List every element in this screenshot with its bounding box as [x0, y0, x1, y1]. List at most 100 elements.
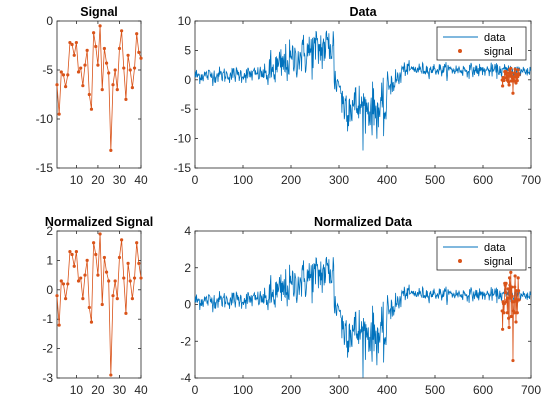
- signal-point: [107, 71, 111, 75]
- x-tick-label: 500: [425, 173, 445, 187]
- data-series-line: [194, 256, 531, 378]
- signal-point: [89, 107, 94, 111]
- x-tick-label: 100: [233, 383, 253, 397]
- y-tick-label: 1: [46, 253, 53, 267]
- signal-overlay-point: [509, 270, 513, 274]
- normalized-data-ticks: 0 100 200 300 400 500 600 700 -4 -2 0 2 4: [180, 224, 541, 397]
- signal-point: [64, 85, 68, 89]
- signal-overlay-point: [509, 66, 513, 70]
- x-tick-label: 200: [281, 383, 301, 397]
- y-tick-label: -2: [42, 342, 53, 356]
- x-tick-label: 30: [113, 383, 127, 397]
- signal-overlay-point: [507, 276, 512, 280]
- signal-point: [61, 73, 66, 77]
- signal-overlay-point: [516, 289, 521, 293]
- signal-point: [96, 63, 100, 67]
- signal-overlay-point: [511, 91, 515, 95]
- normalized-signal-series: [55, 232, 143, 377]
- x-tick-label: 200: [281, 173, 301, 187]
- signal-overlay-point: [504, 72, 508, 76]
- signal-point: [117, 255, 122, 260]
- y-tick-label: -2: [180, 334, 191, 348]
- signal-ticks: 10 20 30 40 -15 -10 -5 0: [36, 14, 148, 187]
- signal-overlay-point: [507, 80, 511, 84]
- normalized-data-legend-label-signal: signal: [484, 256, 513, 268]
- x-tick-label: 400: [377, 383, 397, 397]
- signal-point: [70, 42, 74, 47]
- x-tick-label: 600: [473, 383, 493, 397]
- signal-point: [139, 56, 143, 60]
- signal-overlay-point: [504, 281, 508, 285]
- signal-point: [135, 32, 139, 36]
- normalized-signal-subplot: Normalized Signal 10 20 30 40 -3 -2 -1 0 1 2: [42, 215, 153, 397]
- signal-overlay-point: [510, 285, 514, 289]
- signal-overlay-point: [516, 68, 520, 72]
- signal-point: [137, 50, 141, 54]
- signal-point: [57, 112, 61, 116]
- y-tick-label: -5: [42, 63, 53, 77]
- signal-overlay-point: [506, 296, 510, 300]
- signal-point: [100, 88, 104, 92]
- signal-overlay-point: [515, 311, 519, 315]
- x-tick-label: 0: [192, 383, 199, 397]
- signal-point: [130, 297, 134, 301]
- signal-point: [59, 70, 63, 74]
- y-tick-label: 2: [184, 261, 191, 275]
- signal-point: [111, 294, 115, 298]
- x-tick-label: 600: [473, 173, 493, 187]
- normalized-data-series: [194, 256, 531, 378]
- y-tick-label: 0: [46, 283, 53, 297]
- data-legend-box: [436, 26, 527, 61]
- signal-subplot: Signal 10 20 30 40 -15 -10 -5 0: [36, 5, 148, 187]
- signal-point: [74, 40, 78, 45]
- signal-overlay-point: [517, 298, 521, 302]
- y-tick-label: 10: [178, 14, 192, 28]
- signal-point: [100, 302, 104, 307]
- signal-point: [107, 279, 111, 283]
- normalized-data-legend-signal-swatch: [458, 259, 462, 263]
- signal-overlay-point: [507, 316, 511, 320]
- signal-point: [132, 276, 137, 280]
- signal-point: [81, 297, 85, 301]
- signal-point: [66, 73, 70, 77]
- signal-point: [102, 46, 106, 51]
- y-tick-label: 2: [46, 224, 53, 238]
- signal-point: [139, 276, 143, 280]
- x-tick-label: 300: [329, 173, 349, 187]
- signal-point: [98, 24, 102, 28]
- normalized-data-legend-box: [436, 236, 527, 271]
- signal-point: [72, 53, 76, 57]
- signal-point: [64, 297, 68, 301]
- signal-point: [79, 276, 83, 280]
- normalized-data-subplot: Normalized Data 0 100 200 300 400 500 600 700 -4…: [180, 215, 541, 397]
- signal-point: [83, 273, 87, 277]
- signal-overlay-point: [513, 274, 517, 278]
- signal-point: [98, 232, 102, 236]
- y-tick-label: 0: [184, 298, 191, 312]
- signal-point: [104, 61, 109, 65]
- signal-series: [55, 24, 143, 152]
- x-tick-label: 700: [521, 383, 541, 397]
- signal-point: [57, 323, 61, 327]
- signal-overlay-point: [506, 74, 510, 78]
- signal-point: [130, 86, 134, 90]
- signal-point: [68, 40, 72, 45]
- x-tick-label: 20: [91, 383, 105, 397]
- signal-overlay-point: [516, 276, 520, 280]
- signal-line: [56, 233, 142, 376]
- signal-point: [76, 70, 81, 74]
- signal-point: [92, 241, 96, 245]
- signal-overlay-point: [515, 79, 519, 83]
- signal-point: [117, 46, 122, 51]
- y-tick-label: -15: [174, 161, 192, 175]
- data-series-line: [194, 30, 531, 151]
- signal-overlay-point: [502, 311, 506, 315]
- signal-overlay-point: [504, 290, 508, 295]
- signal-point: [70, 252, 74, 257]
- signal-overlay-point: [510, 71, 514, 75]
- data-legend[interactable]: data signal: [436, 26, 527, 61]
- normalized-data-legend[interactable]: data signal: [436, 236, 527, 271]
- signal-point: [124, 97, 128, 101]
- signal-point: [132, 66, 137, 70]
- signal-overlay-point: [512, 311, 516, 315]
